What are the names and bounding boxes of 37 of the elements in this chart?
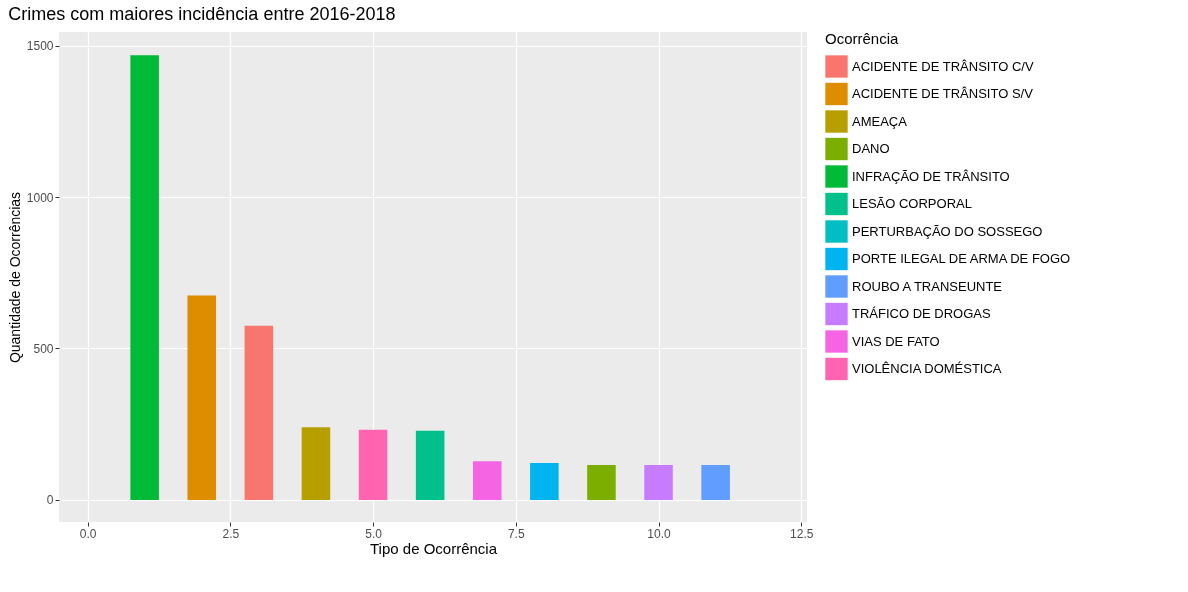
x-tick-label: 10.0	[647, 526, 672, 541]
legend-label: PORTE ILEGAL DE ARMA DE FOGO	[852, 251, 1071, 266]
bar	[130, 55, 159, 500]
legend-label: ROUBO A TRANSEUNTE	[852, 278, 1003, 294]
x-tick-label: 5.0	[365, 526, 383, 541]
legend-label: PERTURBAÇÃO DO SOSSEGO	[852, 223, 1043, 239]
y-tick-label: 500	[33, 341, 54, 356]
bar	[187, 295, 217, 500]
bar	[530, 462, 559, 500]
bar	[472, 461, 502, 500]
bar	[701, 465, 730, 500]
y-axis-title: Quantidade de Ocorrências	[6, 191, 23, 364]
legend-label: ACIDENTE DE TRÂNSITO S/V	[852, 86, 1034, 101]
x-axis-title: Tipo de Ocorrência	[369, 539, 498, 557]
legend-label: LESÃO CORPORAL	[852, 196, 972, 211]
legend-label: VIAS DE FATO	[852, 333, 940, 349]
x-tick-label: 7.5	[507, 526, 525, 541]
legend-label: INFRAÇÃO DE TRÂNSITO	[852, 168, 1010, 184]
bar	[358, 429, 388, 500]
bar	[587, 465, 616, 500]
legend-label: ACIDENTE DE TRÂNSITO C/V	[852, 58, 1034, 74]
legend-label: AMEAÇA	[852, 113, 908, 129]
bar	[301, 427, 331, 500]
y-tick-label: 1500	[26, 39, 54, 54]
legend-title: Ocorrência	[825, 30, 900, 47]
x-tick-label: 0.0	[79, 526, 97, 541]
y-tick-label: 1000	[26, 190, 54, 205]
legend-label: TRÁFICO DE DROGAS	[852, 306, 992, 321]
y-tick-label: 0	[46, 493, 54, 508]
legend-label: DANO	[852, 141, 890, 156]
bar	[244, 325, 274, 500]
bar	[415, 430, 445, 500]
bar	[644, 465, 673, 500]
chart-title: Crimes com maiores incidência entre 2016-2018	[8, 4, 396, 24]
x-tick-label: 2.5	[222, 526, 240, 541]
x-tick-label: 12.5	[790, 526, 814, 541]
legend-label: VIOLÊNCIA DOMÉSTICA	[852, 361, 1002, 376]
